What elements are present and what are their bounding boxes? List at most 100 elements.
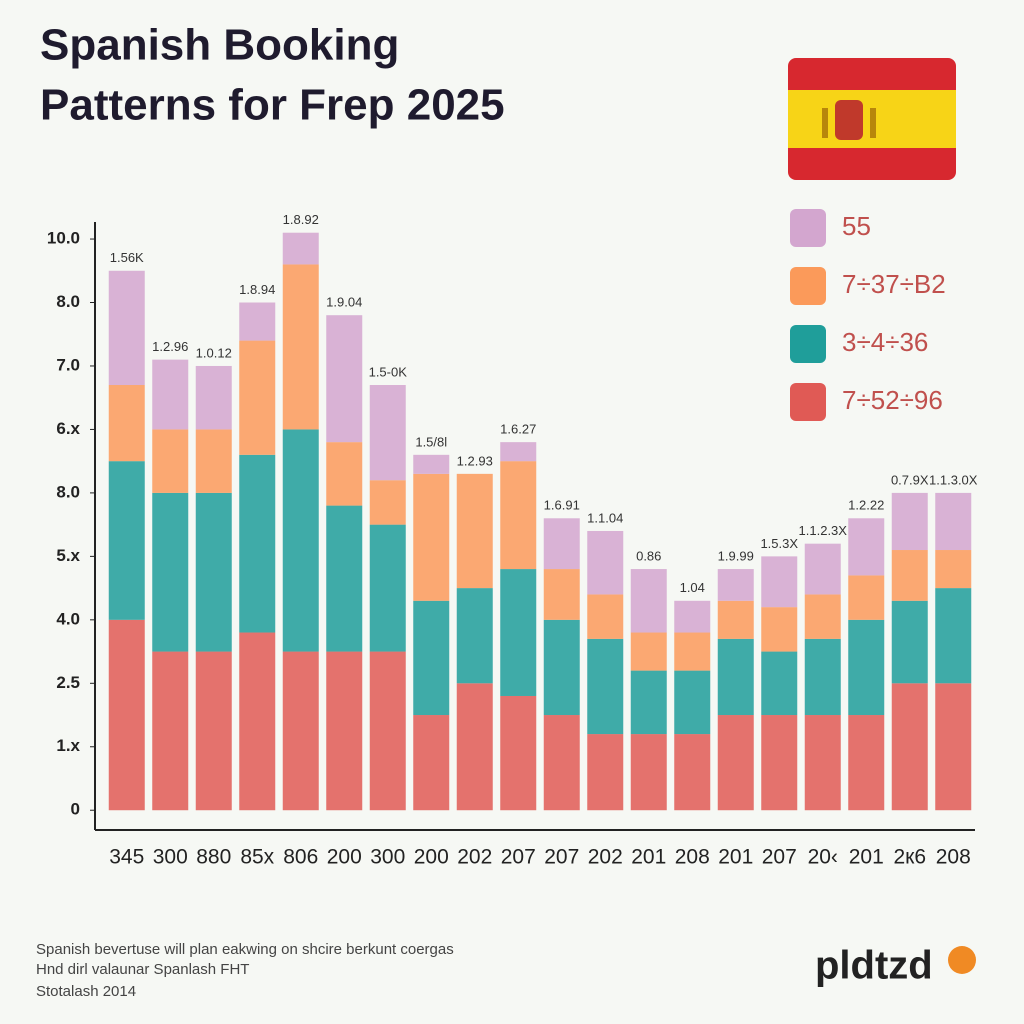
- y-tick-label: 8.0: [56, 292, 80, 311]
- bar-segment: [848, 715, 885, 811]
- x-tick-label: 207: [762, 846, 797, 869]
- bar-segment: [326, 505, 363, 652]
- bar-segment: [543, 715, 580, 811]
- bar-segment: [282, 264, 319, 430]
- x-tick-label: 345: [109, 846, 144, 869]
- bar-segment: [413, 715, 450, 811]
- bar-segment: [891, 550, 928, 601]
- bar-segment: [369, 480, 406, 525]
- legend-swatch: [790, 209, 826, 247]
- bar-top-label: 1.8.92: [283, 212, 319, 227]
- bar-top-label: 1.2.93: [457, 453, 493, 468]
- bar-top-label: 1.9.04: [326, 295, 362, 310]
- bar-segment: [456, 473, 493, 589]
- bar-top-label: 1.2.96: [152, 339, 188, 354]
- x-tick-label: 85x: [240, 846, 274, 869]
- bar-segment: [935, 550, 972, 589]
- bar-top-label: 1.5/8l: [415, 434, 447, 449]
- bar-segment: [282, 232, 319, 265]
- x-tick-label: 201: [849, 846, 884, 869]
- bar-top-label: 1.6.27: [500, 422, 536, 437]
- legend-swatch: [790, 383, 826, 421]
- bar-top-label: 1.9.99: [718, 548, 754, 563]
- note: Stotalash 2014: [36, 983, 136, 1000]
- bar-segment: [369, 385, 406, 481]
- bar-segment: [543, 619, 580, 716]
- bar-segment: [935, 588, 972, 684]
- y-tick-label: 2.5: [56, 673, 80, 692]
- note: Hnd dirl valaunar Spanlash FHT: [36, 961, 249, 978]
- bar-segment: [152, 429, 189, 493]
- bar-segment: [674, 600, 711, 633]
- bar-segment: [543, 569, 580, 620]
- bar-segment: [500, 442, 537, 462]
- bar-top-label: 1.04: [680, 580, 705, 595]
- bar-segment: [108, 619, 145, 811]
- legend-label: 7÷52÷96: [842, 385, 943, 415]
- x-tick-label: 208: [936, 846, 971, 869]
- bar-segment: [369, 524, 406, 652]
- bar-segment: [152, 651, 189, 811]
- x-tick-label: 300: [153, 846, 188, 869]
- x-tick-label: 201: [631, 846, 666, 869]
- bar-segment: [108, 461, 145, 620]
- bar-segment: [108, 385, 145, 462]
- x-tick-label: 202: [588, 846, 623, 869]
- chart-title: Spanish Booking: [40, 21, 399, 70]
- note: Spanish bevertuse will plan eakwing on s…: [36, 941, 454, 958]
- bar-top-label: 1.0.12: [196, 345, 232, 360]
- bar-top-label: 0.86: [636, 548, 661, 563]
- bar-segment: [717, 638, 754, 716]
- y-tick-label: 7.0: [56, 355, 80, 374]
- y-tick-label: 0: [71, 800, 80, 819]
- bar-segment: [804, 715, 841, 811]
- bar-segment: [717, 715, 754, 811]
- bar-segment: [195, 429, 232, 493]
- bar-segment: [630, 632, 667, 671]
- bar-segment: [239, 454, 276, 633]
- bar-top-label: 1.1.3.0X: [929, 472, 978, 487]
- bar-segment: [500, 695, 537, 811]
- bar-segment: [326, 315, 363, 443]
- bar-segment: [935, 683, 972, 811]
- bar-segment: [587, 530, 624, 595]
- legend-label: 3÷4÷36: [842, 327, 928, 357]
- x-tick-label: 20‹: [808, 846, 838, 869]
- x-tick-label: 202: [457, 846, 492, 869]
- bar-segment: [761, 715, 798, 811]
- bar-segment: [630, 734, 667, 811]
- spain-flag: [788, 58, 956, 180]
- bar-top-label: 0.7.9X: [891, 472, 929, 487]
- bar-segment: [456, 588, 493, 684]
- y-tick-label: 4.0: [56, 609, 80, 628]
- x-tick-label: 806: [283, 846, 318, 869]
- bar-segment: [935, 492, 972, 551]
- chart-title: Patterns for Frep 2025: [40, 81, 505, 130]
- bar-segment: [282, 651, 319, 811]
- bar-segment: [804, 638, 841, 716]
- bar-segment: [587, 594, 624, 639]
- bar-top-label: 1.2.22: [848, 498, 884, 513]
- bar-segment: [587, 734, 624, 811]
- legend-label: 7÷37÷B2: [842, 269, 946, 299]
- bar-segment: [413, 600, 450, 716]
- bar-segment: [891, 492, 928, 551]
- bar-segment: [848, 518, 885, 576]
- bar-segment: [587, 638, 624, 735]
- legend-swatch: [790, 267, 826, 305]
- bar-segment: [500, 461, 537, 570]
- bar-top-label: 1.8.94: [239, 282, 275, 297]
- bar-segment: [195, 365, 232, 430]
- x-tick-label: 200: [414, 846, 449, 869]
- bar-segment: [239, 340, 276, 455]
- bar-top-label: 1.6.91: [544, 498, 580, 513]
- bar-segment: [674, 734, 711, 811]
- bar-segment: [848, 575, 885, 620]
- bar-segment: [630, 569, 667, 633]
- legend-swatch: [790, 325, 826, 363]
- bar-segment: [195, 651, 232, 811]
- y-tick-label: 6.x: [56, 419, 80, 438]
- bar-top-label: 1.1.04: [587, 510, 623, 525]
- x-tick-label: 2к6: [893, 846, 926, 869]
